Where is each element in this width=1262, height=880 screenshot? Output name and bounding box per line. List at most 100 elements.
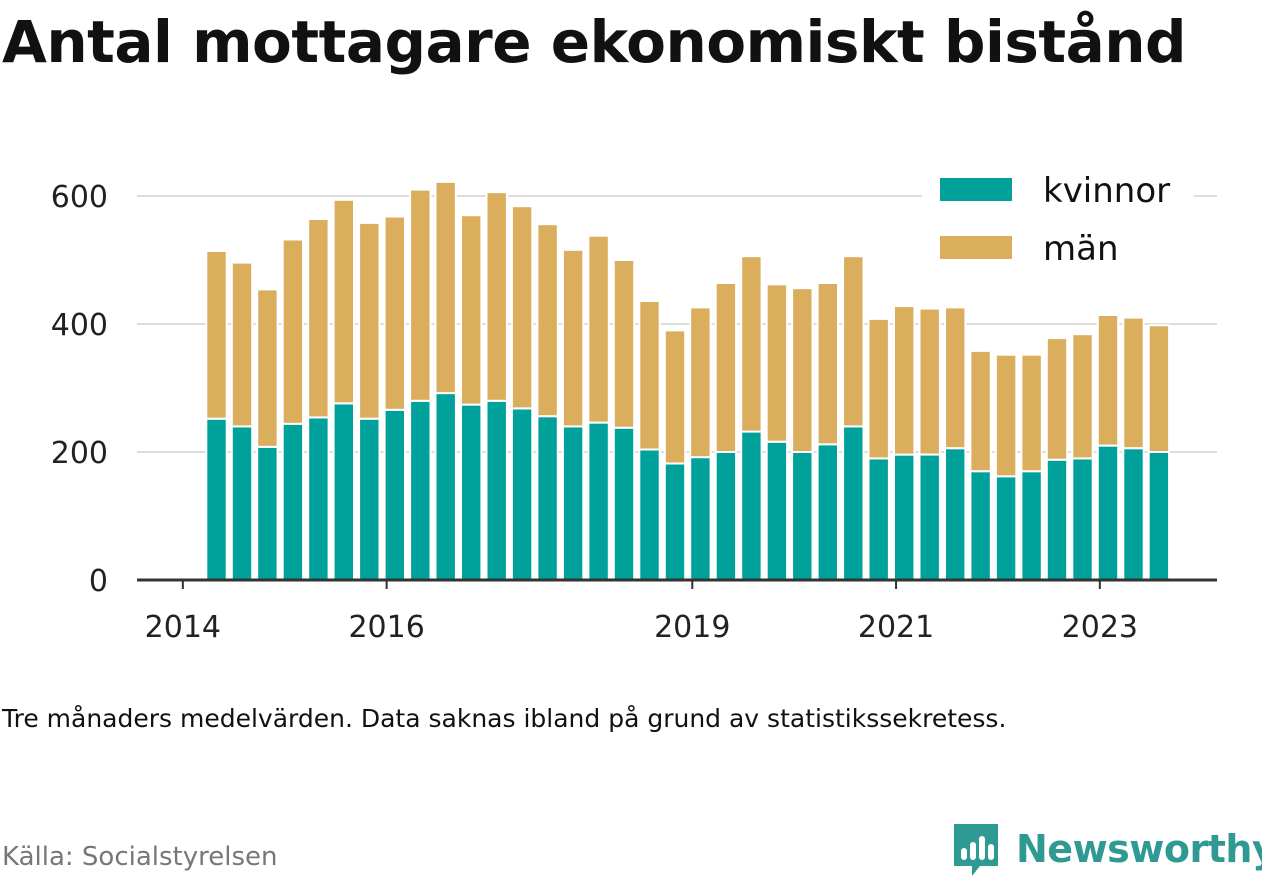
chart-note: Tre månaders medelvärden. Data saknas ib… (2, 704, 1007, 733)
bar-män-36 (1122, 316, 1145, 450)
bar-kvinnor-10 (460, 403, 483, 581)
newsworthy-logo-icon (954, 824, 998, 876)
bar-män-0 (205, 250, 228, 420)
bar-kvinnor-6 (358, 417, 381, 582)
bar-män-5 (332, 198, 356, 405)
x-axis-ticks: 2014 2016 2019 2021 2023 (145, 580, 1138, 645)
bar-män-18 (663, 329, 687, 465)
bar-män-19 (689, 306, 712, 459)
bar-kvinnor-18 (663, 462, 687, 581)
bar-män-26 (867, 317, 890, 460)
bar-kvinnor-15 (587, 421, 610, 581)
bar-män-7 (383, 215, 407, 411)
bar-kvinnor-16 (612, 426, 636, 582)
bar-kvinnor-21 (740, 430, 763, 581)
bar-män-13 (536, 223, 559, 418)
bar-kvinnor-5 (332, 402, 356, 581)
bar-män-34 (1071, 333, 1094, 460)
bar-kvinnor-2 (256, 445, 279, 581)
bar-män-3 (281, 238, 305, 425)
bar-kvinnor-1 (230, 425, 254, 581)
bar-kvinnor-24 (816, 443, 839, 581)
newsworthy-brand[interactable]: Newsworthy (950, 818, 1262, 880)
y-tick-label-600: 600 (51, 180, 108, 215)
bar-män-12 (510, 205, 534, 410)
bar-män-20 (714, 282, 738, 453)
bar-kvinnor-17 (638, 448, 661, 581)
bar-kvinnor-27 (893, 453, 916, 582)
bar-män-22 (765, 283, 789, 443)
x-tick-label-2023: 2023 (1062, 610, 1138, 645)
bar-män-16 (612, 259, 636, 429)
bar-kvinnor-11 (485, 399, 508, 581)
y-tick-label-200: 200 (51, 436, 108, 471)
x-tick-label-2014: 2014 (145, 610, 221, 645)
bar-män-14 (561, 248, 585, 428)
bar-kvinnor-7 (383, 408, 407, 581)
bar-män-33 (1045, 337, 1069, 461)
bar-män-2 (256, 288, 279, 448)
bar-män-31 (994, 353, 1018, 478)
legend: kvinnor män (922, 165, 1194, 280)
bar-kvinnor-33 (1045, 458, 1069, 582)
bars (205, 180, 1171, 582)
bar-kvinnor-35 (1096, 444, 1120, 581)
x-tick-label-2016: 2016 (348, 610, 424, 645)
bar-kvinnor-30 (969, 470, 992, 582)
legend-label-kvinnor: kvinnor (1043, 171, 1170, 211)
stacked-bar-chart: 2014 2016 2019 2021 2023 0 200 400 600 kvinnor m… (50, 165, 1217, 645)
bar-kvinnor-31 (994, 475, 1018, 581)
bar-kvinnor-32 (1020, 470, 1043, 582)
bar-män-35 (1096, 314, 1120, 447)
bar-män-30 (969, 349, 992, 473)
bar-kvinnor-22 (765, 440, 789, 581)
bar-män-32 (1020, 353, 1043, 473)
brand-name: Newsworthy (1016, 827, 1262, 871)
bar-kvinnor-0 (205, 417, 228, 582)
bar-män-21 (740, 255, 763, 433)
bar-män-6 (358, 221, 381, 420)
bar-kvinnor-37 (1147, 451, 1171, 581)
bar-kvinnor-26 (867, 457, 890, 581)
bar-kvinnor-8 (409, 399, 432, 581)
legend-swatch-kvinnor (940, 178, 1012, 201)
bar-män-24 (816, 282, 839, 446)
legend-swatch-män (940, 236, 1012, 259)
bar-kvinnor-28 (918, 453, 941, 582)
bar-kvinnor-12 (510, 407, 534, 581)
y-axis-ticks: 0 200 400 600 (51, 180, 108, 599)
bar-män-9 (434, 180, 457, 395)
bar-kvinnor-20 (714, 451, 738, 581)
x-tick-label-2019: 2019 (654, 610, 730, 645)
bar-män-23 (791, 287, 814, 454)
bar-kvinnor-19 (689, 456, 712, 582)
bar-män-27 (893, 305, 916, 456)
x-tick-label-2021: 2021 (858, 610, 934, 645)
bar-män-29 (944, 306, 967, 450)
y-tick-label-400: 400 (51, 308, 108, 343)
bar-män-15 (587, 234, 610, 424)
bar-män-28 (918, 307, 941, 456)
chart-title: Antal mottagare ekonomiskt bistånd (2, 8, 1187, 76)
bar-kvinnor-13 (536, 415, 559, 582)
bar-män-8 (409, 188, 432, 402)
bar-män-25 (842, 255, 865, 428)
bar-kvinnor-34 (1071, 457, 1094, 581)
bar-kvinnor-23 (791, 451, 814, 581)
bar-män-4 (307, 218, 330, 419)
bar-kvinnor-4 (307, 416, 330, 581)
bar-män-1 (230, 261, 254, 428)
bar-män-37 (1147, 324, 1171, 453)
bar-kvinnor-29 (944, 447, 967, 582)
bar-kvinnor-14 (561, 425, 585, 581)
bar-kvinnor-36 (1122, 447, 1145, 582)
bar-kvinnor-25 (842, 425, 865, 581)
bar-män-10 (460, 214, 483, 406)
legend-label-män: män (1043, 229, 1119, 269)
y-tick-label-0: 0 (89, 564, 108, 599)
bar-män-11 (485, 191, 508, 402)
source-text: Källa: Socialstyrelsen (2, 842, 278, 872)
bar-män-17 (638, 300, 661, 451)
bar-kvinnor-3 (281, 422, 305, 581)
bar-kvinnor-9 (434, 392, 457, 581)
